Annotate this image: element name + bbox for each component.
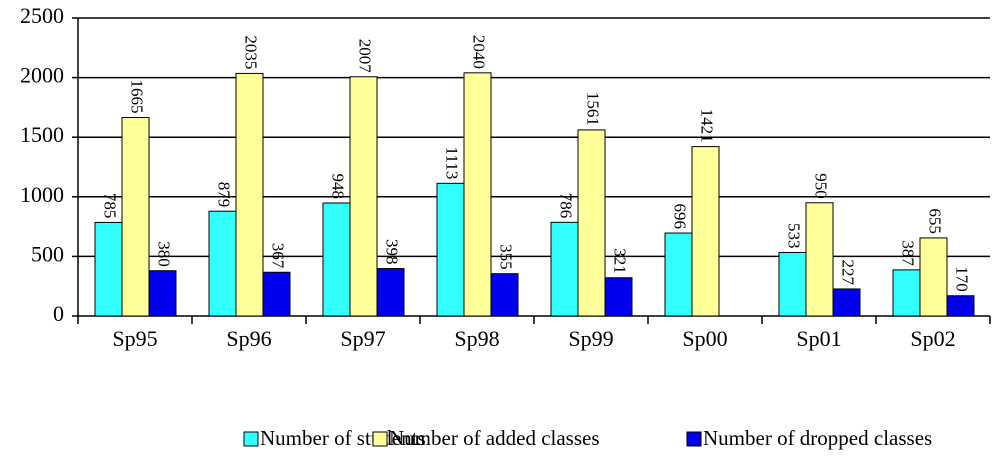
bar — [691, 146, 720, 317]
data-label: 398 — [383, 239, 402, 265]
data-label: 655 — [926, 208, 945, 234]
data-label: 227 — [839, 259, 858, 285]
x-tick-label: Sp98 — [454, 326, 499, 351]
legend-label: Number of dropped classes — [703, 426, 932, 450]
bar — [604, 277, 633, 317]
y-tick-label: 500 — [31, 241, 64, 266]
x-tick-label: Sp96 — [226, 326, 271, 351]
bar — [376, 268, 405, 317]
legend-swatch — [243, 431, 259, 447]
data-label: 879 — [215, 182, 234, 208]
bar — [94, 221, 123, 317]
x-tick-label: Sp00 — [682, 326, 727, 351]
data-label: 1665 — [128, 80, 147, 114]
bar — [148, 270, 177, 317]
data-label: 170 — [953, 266, 972, 292]
data-label: 786 — [557, 193, 576, 219]
x-tick-label: Sp02 — [910, 326, 955, 351]
data-label: 1561 — [584, 92, 603, 126]
legend-label: Number of students — [260, 426, 426, 450]
y-tick-label: 1000 — [20, 182, 64, 207]
bar — [550, 221, 579, 317]
bar — [262, 271, 291, 317]
legend-swatch — [686, 431, 702, 447]
bar — [322, 202, 351, 317]
data-label: 321 — [611, 248, 630, 274]
x-tick-label: Sp01 — [796, 326, 841, 351]
data-label: 380 — [155, 241, 174, 267]
y-tick-label: 1500 — [20, 122, 64, 147]
data-label: 533 — [785, 223, 804, 249]
bar — [349, 76, 378, 317]
x-tick-label: Sp97 — [340, 326, 385, 351]
data-label: 355 — [497, 244, 516, 270]
bar — [892, 269, 921, 317]
data-label: 1113 — [443, 147, 462, 180]
data-label: 950 — [812, 173, 831, 199]
data-label: 696 — [671, 204, 690, 230]
bar — [235, 72, 264, 317]
data-label: 2007 — [356, 39, 375, 74]
bar — [778, 251, 807, 317]
bar — [208, 210, 237, 317]
bar — [919, 237, 948, 317]
bar — [577, 129, 606, 317]
data-label: 948 — [329, 173, 348, 199]
bar — [664, 232, 693, 317]
bar — [490, 273, 519, 317]
data-label: 367 — [269, 243, 288, 269]
bar — [436, 182, 465, 317]
y-tick-label: 0 — [53, 301, 64, 326]
x-tick-label: Sp99 — [568, 326, 613, 351]
bar — [946, 295, 975, 317]
y-tick-label: 2000 — [20, 63, 64, 88]
bar — [805, 202, 834, 317]
legend-label: Number of added classes — [389, 426, 600, 450]
y-tick-label: 2500 — [20, 3, 64, 28]
legend-swatch — [372, 431, 388, 447]
data-label: 2035 — [242, 35, 261, 69]
data-label: 785 — [101, 193, 120, 219]
data-label: 387 — [899, 240, 918, 266]
data-label: 2040 — [470, 35, 489, 69]
bar — [463, 72, 492, 317]
x-tick-label: Sp95 — [112, 326, 157, 351]
data-label: 1421 — [698, 109, 717, 143]
bar — [832, 288, 861, 317]
bar — [121, 117, 150, 317]
